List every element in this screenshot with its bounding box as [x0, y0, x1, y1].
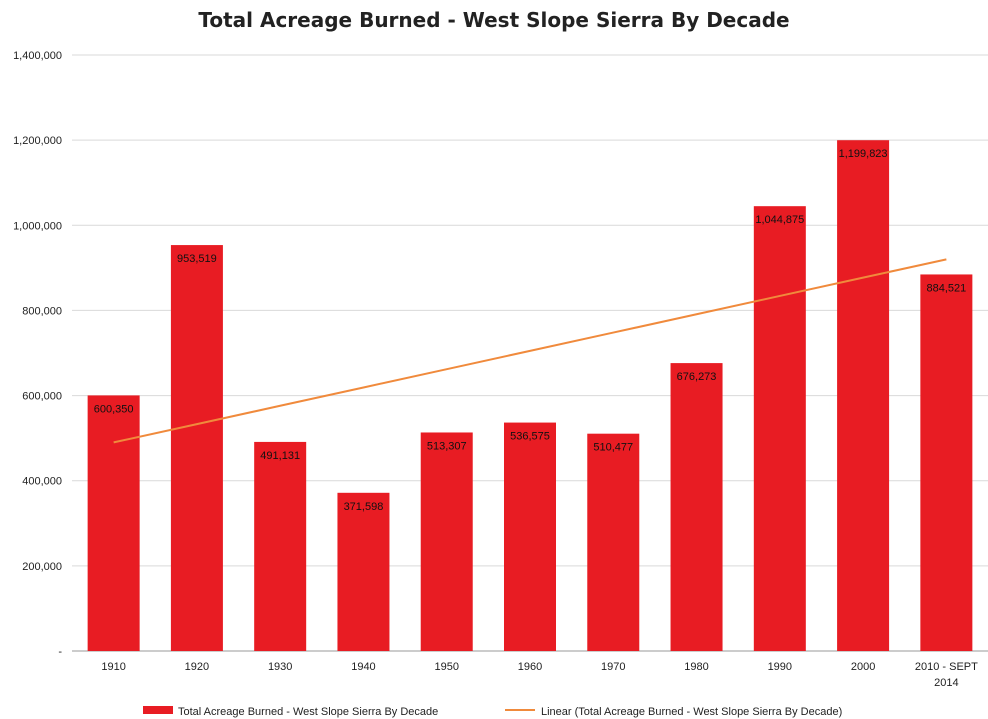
- bar: [420, 432, 473, 651]
- x-tick-label: 1910: [101, 661, 125, 673]
- bar: [254, 441, 307, 651]
- x-tick-label: 1980: [684, 661, 708, 673]
- bar: [504, 422, 556, 651]
- x-tick-label: 2000: [851, 661, 875, 673]
- data-label: 676,273: [677, 371, 717, 383]
- y-tick-label: 1,400,000: [13, 50, 62, 62]
- y-tick-label: 1,200,000: [13, 135, 62, 147]
- y-tick-label: 400,000: [22, 476, 62, 488]
- bar: [170, 245, 223, 651]
- bar: [920, 274, 973, 651]
- y-tick-label: 1,000,000: [13, 220, 62, 232]
- x-tick-label: 1920: [185, 661, 209, 673]
- data-label: 953,519: [177, 253, 217, 265]
- y-axis-ticks: - 200,000 400,000 600,000 800,000 1,000,000 1,…: [13, 50, 62, 658]
- legend-label-bars: Total Acreage Burned - West Slope Sierra…: [178, 706, 438, 718]
- x-tick-label: 2010 - SEPT 2014: [915, 661, 978, 689]
- data-label: 510,477: [593, 442, 633, 454]
- data-label: 884,521: [926, 282, 966, 294]
- data-label: 1,199,823: [839, 148, 888, 160]
- legend-label-trendline: Linear (Total Acreage Burned - West Slop…: [541, 706, 842, 718]
- bar: [670, 363, 723, 651]
- data-label: 536,575: [510, 431, 550, 443]
- bar: [753, 206, 806, 651]
- data-label: 371,598: [344, 501, 384, 513]
- trendline: [113, 258, 947, 444]
- chart-title: Total Acreage Burned - West Slope Sierra…: [198, 8, 790, 32]
- bars: [87, 140, 973, 652]
- x-axis-ticks: 1910 1920 1930 1940 1950 1960 1970 1980 1990 2000…: [101, 661, 978, 689]
- data-label: 600,350: [94, 403, 134, 415]
- data-label: 1,044,875: [755, 214, 804, 226]
- bar: [87, 395, 140, 651]
- bar: [837, 140, 890, 652]
- y-tick-label: 200,000: [22, 561, 62, 573]
- x-tick-label: 1990: [768, 661, 792, 673]
- legend-swatch-bars: [143, 706, 173, 714]
- y-tick-label: -: [58, 646, 62, 658]
- x-tick-label: 1960: [518, 661, 542, 673]
- x-tick-label: 1950: [434, 661, 458, 673]
- x-tick-label: 1930: [268, 661, 292, 673]
- y-tick-label: 600,000: [22, 391, 62, 403]
- trendline-line: [113, 258, 947, 444]
- bar: [337, 492, 390, 651]
- legend: Total Acreage Burned - West Slope Sierra…: [143, 706, 842, 718]
- x-tick-label: 1970: [601, 661, 625, 673]
- data-label: 513,307: [427, 440, 467, 452]
- data-labels: 600,350 953,519 491,131 371,598 513,307 536,5…: [94, 148, 966, 513]
- x-tick-label: 1940: [351, 661, 375, 673]
- bar: [587, 433, 640, 651]
- data-label: 491,131: [260, 450, 300, 462]
- y-tick-label: 800,000: [22, 305, 62, 317]
